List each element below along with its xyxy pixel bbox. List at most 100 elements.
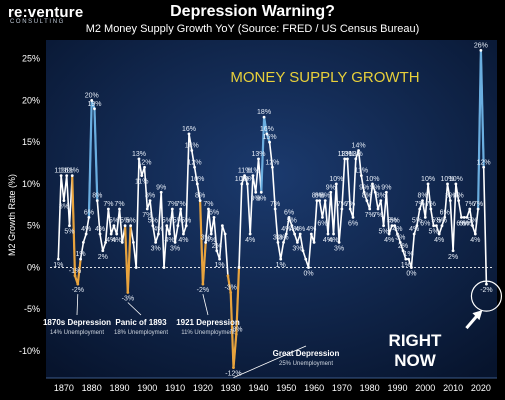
data-point	[454, 182, 458, 186]
data-label: 7%	[114, 201, 124, 208]
x-tick-label: 1910	[165, 383, 185, 393]
data-label: 5%	[390, 218, 400, 225]
data-label: 7%	[415, 201, 425, 208]
data-point	[368, 207, 372, 211]
data-point	[176, 224, 180, 228]
data-label: 8%	[445, 193, 455, 200]
data-label: -3%	[122, 296, 134, 303]
data-point	[59, 174, 63, 178]
data-point	[118, 207, 121, 211]
data-point	[65, 174, 69, 178]
data-point	[393, 224, 397, 228]
data-label: 13%	[349, 151, 363, 158]
data-label: 3%	[170, 245, 180, 252]
callout-circle	[470, 280, 503, 312]
data-point	[384, 190, 388, 194]
data-label: 3%	[395, 234, 405, 241]
data-label: 10%	[329, 176, 343, 183]
data-point	[195, 182, 199, 186]
x-tick-label: 2020	[471, 383, 491, 393]
data-point	[485, 282, 488, 286]
data-point	[193, 165, 196, 169]
data-point	[159, 190, 163, 194]
data-label: 1%	[276, 262, 286, 269]
x-tick-label: 1930	[221, 383, 241, 393]
data-point	[443, 215, 447, 219]
data-point	[387, 232, 391, 236]
data-label: 6%	[84, 209, 94, 216]
data-point	[240, 182, 244, 186]
data-label: 13%	[340, 151, 354, 158]
data-point	[362, 190, 366, 194]
callout-text-line1: RIGHT	[389, 331, 443, 350]
y-tick-label: 20%	[22, 95, 40, 105]
logo-sub: CONSULTING	[10, 19, 65, 25]
data-point	[401, 249, 405, 253]
data-label: 12%	[477, 159, 491, 166]
depression-segment	[71, 175, 82, 286]
y-tick-label: 5%	[27, 221, 40, 231]
data-point	[234, 332, 238, 336]
data-label: 7%	[365, 212, 375, 219]
data-point	[312, 241, 316, 244]
data-point	[68, 224, 71, 228]
data-label: 4%	[434, 237, 444, 244]
data-label: 7%	[142, 212, 152, 219]
data-point	[323, 199, 327, 203]
data-point	[259, 190, 263, 194]
data-label: 5%	[120, 218, 130, 225]
data-point	[376, 207, 380, 211]
data-point	[379, 199, 383, 203]
data-label: 8%	[417, 193, 427, 200]
data-label: 8%	[320, 193, 330, 200]
data-point	[129, 224, 133, 228]
data-label: 9%	[251, 195, 261, 202]
data-label: 1%	[404, 251, 414, 258]
x-tick-label: 2010	[443, 383, 463, 393]
data-point	[140, 174, 144, 178]
data-label: 2%	[98, 254, 108, 261]
data-point	[106, 207, 110, 211]
data-label: 19%	[87, 101, 101, 108]
data-point	[198, 199, 202, 203]
x-tick-label: 1950	[276, 383, 296, 393]
data-point	[207, 207, 210, 211]
data-label: 3%	[273, 234, 283, 241]
data-label: 11%	[246, 168, 260, 175]
data-point	[268, 140, 272, 144]
data-label: 4%	[328, 237, 338, 244]
data-point	[73, 274, 77, 278]
data-label: 0%	[406, 270, 416, 277]
data-point	[446, 182, 449, 186]
y-tick-label: 15%	[22, 137, 40, 147]
data-point	[390, 224, 394, 228]
data-point	[284, 232, 288, 236]
data-point	[482, 165, 486, 169]
annotation-leader	[233, 345, 307, 379]
data-point	[201, 282, 205, 286]
annotation-title: 1870s Depression	[43, 318, 111, 327]
data-label: 5%	[148, 218, 158, 225]
data-point	[134, 266, 138, 269]
data-point	[115, 232, 119, 236]
data-label: 10%	[235, 176, 249, 183]
data-label: 10%	[449, 176, 463, 183]
data-label: 4%	[206, 237, 216, 244]
x-tick-label: 1870	[54, 383, 74, 393]
data-point	[460, 215, 463, 219]
data-point	[307, 266, 310, 269]
data-point	[209, 232, 213, 236]
data-label: -2%	[480, 287, 492, 294]
data-point	[365, 199, 369, 203]
data-point	[343, 157, 347, 161]
data-label: 4%	[470, 237, 480, 244]
data-label: 2%	[212, 243, 222, 250]
data-point	[415, 224, 419, 228]
data-label: 7%	[345, 201, 355, 208]
data-point	[373, 190, 377, 194]
data-label: -12%	[225, 371, 241, 378]
data-label: 16%	[260, 126, 274, 133]
data-label: 3%	[151, 245, 161, 252]
data-label: 12%	[188, 159, 202, 166]
data-label: 13%	[132, 151, 146, 158]
